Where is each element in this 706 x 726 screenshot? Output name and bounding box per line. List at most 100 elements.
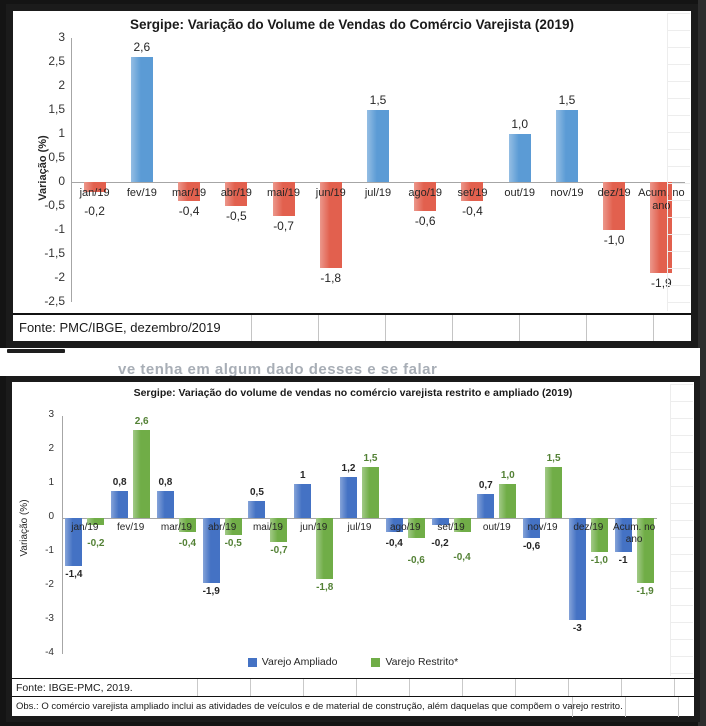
bar-value-label: 2,6	[134, 415, 149, 427]
x-category-label: mar/19	[160, 522, 192, 533]
x-category-label: set/19	[457, 187, 488, 199]
bar	[603, 182, 626, 230]
y-axis-line	[71, 38, 72, 302]
legend-swatch	[371, 657, 381, 667]
spreadsheet-gridlines	[670, 384, 693, 676]
bar-value-label: -0,7	[270, 544, 288, 556]
legend-item: Varejo Restrito*	[371, 656, 458, 668]
bar	[133, 429, 151, 518]
bar	[248, 501, 266, 518]
bar-value-label: -1,8	[320, 271, 342, 286]
legend-swatch	[247, 657, 257, 667]
bar	[156, 490, 174, 518]
plot-area: 3 2,5 2 1,5 1 0,5 0 -0,5 -1 -1,5 -2 -2,5 jan/19 -0,2 f…	[13, 11, 691, 341]
bar	[407, 518, 425, 539]
chart-title: Sergipe: Variação do Volume de Vendas do…	[130, 17, 574, 32]
bar-value-label: 0,8	[112, 476, 127, 488]
x-axis-line	[71, 182, 685, 183]
bar-value-label: -1,9	[202, 585, 220, 597]
bar	[614, 518, 632, 552]
bar	[453, 518, 471, 532]
bar	[385, 518, 403, 532]
background-ghost-text: ve tenha em algum dado desses e se falar	[118, 361, 438, 378]
bar-value-label: 1,0	[511, 117, 529, 131]
source-text: Fonte: PMC/IBGE, dezembro/2019	[19, 320, 221, 335]
source-row: Fonte: PMC/IBGE, dezembro/2019	[13, 313, 691, 341]
bar	[499, 484, 517, 518]
x-category-label: Acum. no ano	[612, 522, 656, 545]
bar-value-label: -0,5	[225, 209, 247, 223]
x-category-label: ago/19	[408, 187, 443, 199]
x-category-label: dez/19	[597, 187, 631, 199]
y-tick-label: -4	[45, 647, 54, 658]
bar-value-label: -1,9	[636, 585, 654, 597]
bar	[568, 518, 586, 620]
bar	[111, 490, 129, 518]
bar-value-label: -0,4	[462, 204, 483, 219]
x-category-label: out/19	[482, 522, 511, 533]
bar-value-label: 1,0	[500, 470, 515, 481]
bar-value-label: -0,6	[407, 555, 425, 567]
bar	[130, 57, 153, 182]
source-text: Fonte: IBGE-PMC, 2019.	[16, 682, 133, 694]
source-row: Fonte: IBGE-PMC, 2019.	[12, 678, 694, 697]
bar-value-label: -0,6	[522, 541, 541, 553]
bar-value-label: 1,5	[363, 453, 378, 464]
bar	[272, 182, 295, 216]
x-category-label: fev/19	[117, 522, 145, 533]
y-tick-label: 2	[48, 443, 54, 454]
spreadsheet-gridlines	[667, 13, 690, 311]
y-tick-label: 1	[58, 126, 65, 140]
bar	[319, 182, 342, 269]
y-axis-line	[62, 416, 63, 654]
bar	[178, 182, 201, 202]
chart-panel-restricted-expanded: Sergipe: Variação do volume de vendas no…	[6, 376, 700, 722]
bar-value-label: -0,2	[431, 538, 449, 549]
x-category-label: mai/19	[267, 187, 301, 199]
chart-panel-retail-volume: Sergipe: Variação do Volume de Vendas do…	[6, 4, 698, 348]
bar-value-label: 0,5	[250, 487, 264, 498]
bar-value-label: -0,7	[273, 218, 294, 233]
x-category-label: ago/19	[389, 522, 421, 533]
x-category-label: nov/19	[527, 522, 558, 533]
bar-value-label: 1,5	[369, 93, 387, 107]
bar-value-label: -0,2	[84, 204, 105, 218]
y-tick-label: 1,5	[48, 102, 65, 116]
bar	[367, 110, 389, 182]
bar	[477, 494, 495, 518]
bar-value-label: 1	[299, 470, 306, 481]
x-category-label: jun/19	[300, 522, 328, 533]
bar	[316, 518, 334, 580]
legend-label: Varejo Restrito*	[385, 656, 459, 668]
x-category-label: out/19	[504, 187, 535, 199]
bar-value-label: -1,4	[65, 568, 83, 580]
bar-value-label: -1,9	[651, 276, 672, 291]
bar	[362, 467, 379, 518]
y-tick-label: -1	[54, 222, 65, 236]
plot-area: 3 2 1 0 -1 -2 -3 -4 -1,4 0,8 0,8 -1,9 0,5 1 1,2 -0,4 -0,…	[12, 382, 694, 716]
x-category-label: jul/19	[364, 187, 392, 199]
y-tick-label: 1	[48, 477, 54, 488]
bar	[65, 518, 83, 566]
bar-value-label: 2,6	[133, 40, 151, 55]
bar	[461, 182, 484, 202]
bar	[224, 518, 242, 535]
y-tick-label: -1	[45, 545, 54, 556]
x-category-label: abr/19	[220, 187, 252, 199]
x-category-label: jan/19	[79, 187, 110, 199]
bar-value-label: -0,4	[385, 538, 403, 549]
x-category-label: jun/19	[315, 187, 346, 199]
bar-value-label: 1,5	[558, 93, 576, 107]
y-tick-label: 2,5	[48, 54, 65, 68]
bar	[340, 477, 357, 518]
right-edge-band	[698, 0, 706, 726]
bar-value-label: -1,0	[603, 233, 625, 247]
y-tick-label: -1,5	[44, 246, 65, 260]
x-category-label: dez/19	[573, 522, 604, 533]
bar	[414, 182, 437, 211]
page-gap: ve tenha em algum dado desses e se falar	[0, 348, 700, 378]
chart-title: Sergipe: Variação do volume de vendas no…	[133, 387, 573, 399]
bar-value-label: -0,2	[87, 538, 105, 549]
note-text: Obs.: O comércio varejista ampliado incl…	[16, 701, 623, 712]
x-category-label: fev/19	[126, 187, 157, 199]
